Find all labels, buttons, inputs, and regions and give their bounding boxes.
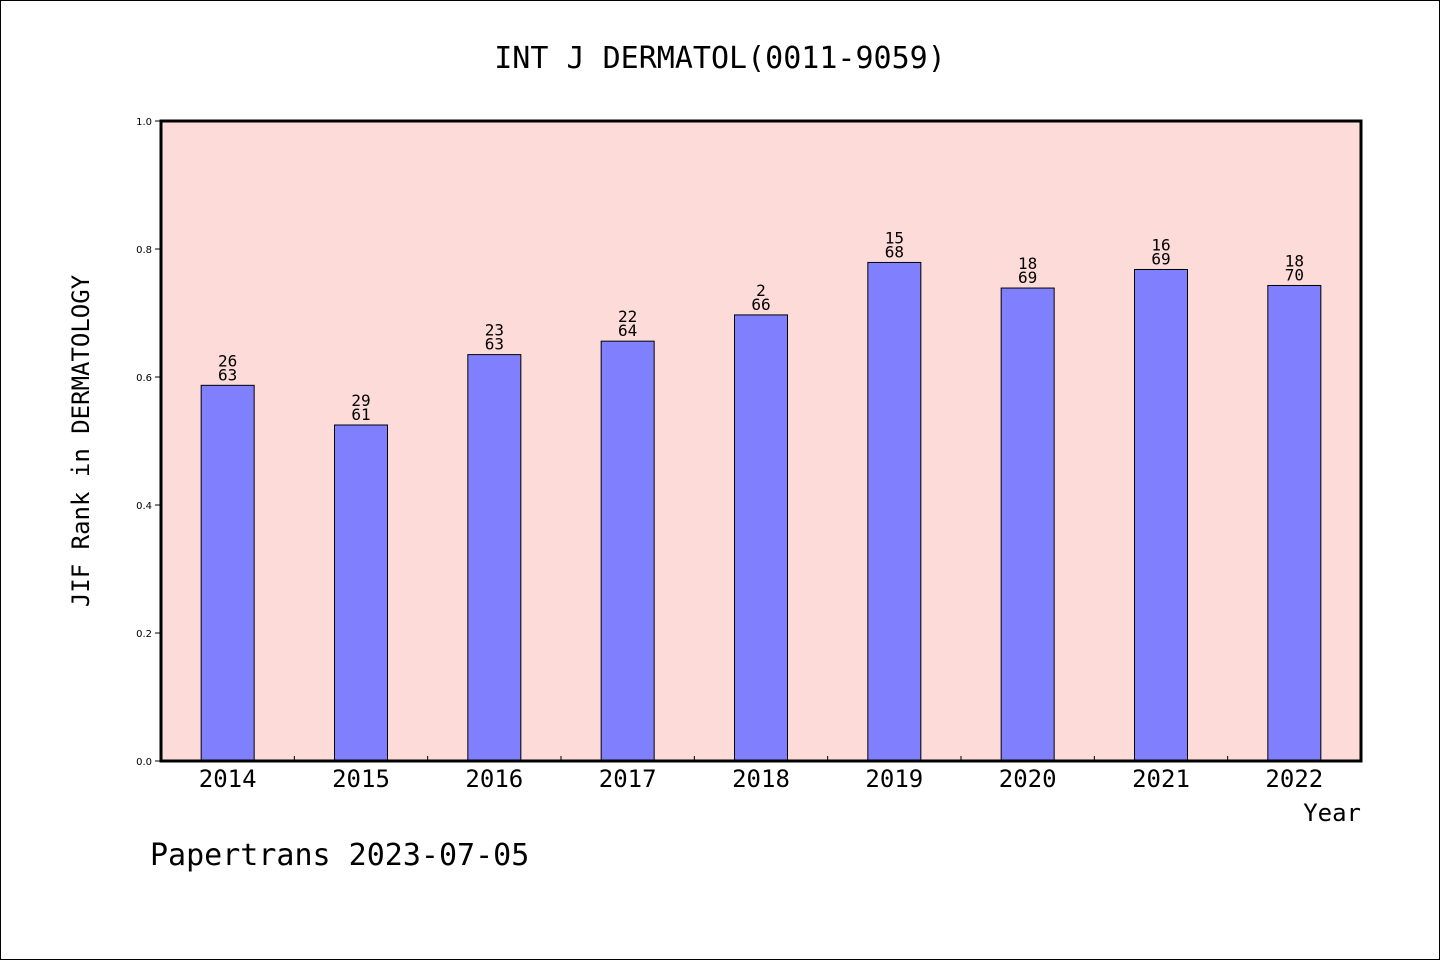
x-tick-label: 2022	[1265, 765, 1323, 793]
total-label: 64	[618, 321, 637, 340]
total-label: 66	[751, 295, 770, 314]
y-tick-label: 0.4	[136, 501, 152, 512]
total-label: 63	[218, 365, 237, 384]
chart-title: INT J DERMATOL(0011-9059)	[494, 41, 946, 76]
y-tick-label: 0.0	[136, 757, 152, 768]
bar-2020	[1000, 287, 1055, 762]
x-tick-label: 2017	[599, 765, 657, 793]
total-label: 69	[1018, 268, 1037, 287]
rank-label: 16	[1151, 235, 1170, 254]
ticks-layer: 0.0 0.2 0.4 0.6 0.8 1.0 2014 2015 2016 2017 2018 20…	[136, 117, 1323, 793]
y-tick-label: 0.6	[136, 373, 152, 384]
total-label: 61	[351, 405, 370, 424]
bar-2018	[734, 314, 788, 762]
bar-2014	[200, 384, 255, 762]
plot-frame	[159, 119, 1363, 763]
x-tick-label: 2016	[465, 765, 523, 793]
x-tick-label: 2019	[865, 765, 923, 793]
x-axis-label: Year	[1303, 799, 1361, 827]
y-tick-label: 0.2	[136, 629, 152, 640]
y-tick-label: 1.0	[136, 117, 152, 128]
y-tick-label: 0.8	[136, 245, 152, 256]
x-tick-label: 2018	[732, 765, 790, 793]
rank-label: 18	[1018, 254, 1037, 273]
watermark-text: Papertrans 2023-07-05	[150, 838, 529, 873]
rank-label: 29	[351, 391, 370, 410]
bar-2019	[867, 261, 922, 762]
y-axis-label: JIF Rank in DERMATOLOGY	[67, 274, 95, 607]
total-label: 69	[1151, 249, 1170, 268]
rank-label: 2	[756, 281, 766, 300]
total-label: 70	[1285, 265, 1304, 284]
bar-2022	[1267, 284, 1322, 762]
rank-label: 15	[885, 228, 904, 247]
x-tick-label: 2015	[332, 765, 390, 793]
total-label: 68	[885, 242, 904, 261]
rank-label: 23	[485, 321, 504, 340]
x-tick-label: 2014	[199, 765, 257, 793]
bar-2015	[334, 424, 388, 762]
x-tick-label: 2020	[999, 765, 1057, 793]
rank-label: 22	[618, 307, 637, 326]
bar-2017	[600, 340, 655, 762]
x-tick-label: 2021	[1132, 765, 1190, 793]
rank-label: 18	[1285, 251, 1304, 270]
rank-label: 26	[218, 351, 237, 370]
bar-2021	[1134, 268, 1188, 762]
bar-2016	[467, 354, 522, 762]
total-label: 63	[485, 335, 504, 354]
